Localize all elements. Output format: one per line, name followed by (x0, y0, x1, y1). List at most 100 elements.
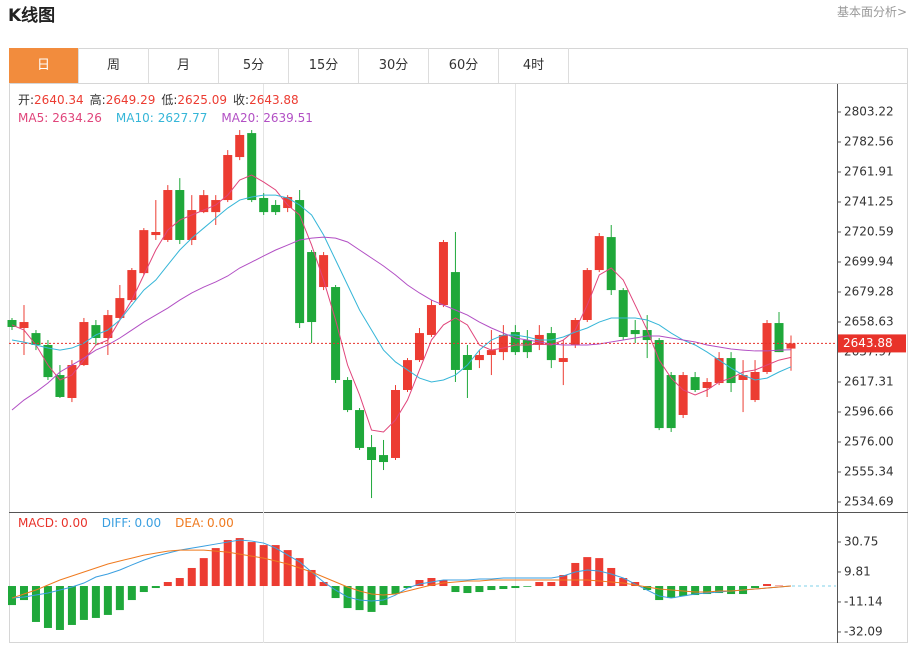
info-value: 2640.34 (34, 93, 84, 107)
macd-bar (367, 586, 376, 612)
series-line (11, 539, 792, 602)
period-tab[interactable]: 60分 (429, 48, 499, 83)
info-value: 2643.88 (249, 93, 299, 107)
candle-body (546, 333, 556, 361)
macd-bar (571, 562, 580, 587)
macd-bar (307, 569, 316, 587)
period-tab[interactable]: 周 (79, 48, 149, 83)
y-tick-label: 2761.91 (844, 164, 894, 178)
macd-bar (547, 582, 556, 587)
macd-bar (727, 586, 736, 595)
macd-bar (751, 586, 760, 589)
macd-bar (223, 540, 232, 587)
macd-bar (331, 586, 340, 599)
macd-bar (163, 582, 172, 587)
macd-bar (511, 586, 520, 589)
period-tab[interactable]: 月 (149, 48, 219, 83)
series-line (11, 174, 792, 433)
candle-body (235, 134, 245, 158)
legend-value: 2634.26 (52, 111, 102, 125)
candle-body (702, 382, 712, 388)
period-tab[interactable]: 30分 (359, 48, 429, 83)
info-value: 2649.29 (106, 93, 156, 107)
macd-bar (139, 586, 148, 593)
candle-body (175, 190, 185, 240)
y-tick-label: 2534.69 (844, 494, 894, 508)
macd-bar (463, 586, 472, 594)
candle-body (211, 200, 221, 213)
macd-bar (91, 586, 100, 618)
period-tab[interactable]: 4时 (499, 48, 569, 83)
macd-bar (175, 578, 184, 587)
y-tick-label: 2741.25 (844, 195, 894, 209)
candle-body (199, 195, 209, 213)
legend-name: DEA: (175, 516, 204, 530)
macd-bar (643, 586, 652, 591)
candle-body (19, 322, 29, 328)
candle-body (474, 355, 484, 361)
macd-bar (31, 586, 40, 622)
macd-bar (127, 586, 136, 601)
macd-bar (391, 586, 400, 595)
macd-bar (355, 586, 364, 611)
candle-body (247, 133, 257, 201)
fundamental-link[interactable]: 基本面分析> (836, 5, 907, 19)
legend-value: 2627.77 (158, 111, 208, 125)
candle-body (343, 379, 353, 411)
candle-body (319, 255, 329, 288)
candle-body (786, 343, 796, 349)
candle-body (450, 272, 460, 370)
current-price-label: 2643.88 (843, 336, 893, 350)
candle-body (630, 330, 640, 335)
macd-bar (247, 542, 256, 587)
candle-body (67, 365, 77, 398)
period-tab[interactable]: 15分 (289, 48, 359, 83)
candle-body (606, 237, 616, 291)
candle-body (223, 155, 233, 201)
candle-body (594, 236, 604, 271)
candle-body (426, 305, 436, 335)
macd-bar (415, 580, 424, 587)
legend-name: MA10: (116, 111, 154, 125)
candle-body (7, 320, 17, 327)
period-tab[interactable]: 日 (9, 48, 79, 83)
series-line (11, 236, 792, 411)
candle-body (355, 410, 365, 448)
candle-body (379, 455, 389, 463)
candle-body (654, 340, 664, 429)
y-tick-label: 2720.59 (844, 225, 894, 239)
candle-body (259, 198, 269, 213)
candle-body (438, 242, 448, 306)
candle-body (642, 330, 652, 341)
y-tick-label: 2782.56 (844, 135, 894, 149)
macd-bar (283, 550, 292, 587)
macd-bar (55, 586, 64, 630)
macd-bar (211, 548, 220, 587)
candle-body (151, 231, 161, 236)
macd-bar (715, 586, 724, 594)
period-tab[interactable]: 5分 (219, 48, 289, 83)
candle-body (402, 360, 412, 391)
y-tick-label: 2596.66 (844, 404, 894, 418)
info-label: 收: (233, 93, 249, 107)
candle-body (391, 390, 401, 458)
legend-name: MA20: (221, 111, 259, 125)
info-label: 高: (90, 92, 106, 107)
candle-body (115, 298, 125, 318)
candle-body (271, 204, 281, 213)
y-tick-label: -11.14 (844, 594, 883, 608)
candle-body (582, 270, 592, 321)
candle-body (43, 344, 53, 378)
macd-bar (535, 582, 544, 587)
candle-body (486, 350, 496, 356)
candle-body (139, 230, 149, 274)
candle-body (678, 375, 688, 415)
candle-body (738, 375, 748, 380)
candle-body (103, 315, 113, 339)
candle-body (55, 375, 65, 397)
series-line (11, 549, 792, 599)
macd-bar (667, 586, 676, 599)
macd-bar (487, 586, 496, 591)
legend-value: 0.00 (134, 516, 161, 530)
candle-body (295, 200, 305, 324)
